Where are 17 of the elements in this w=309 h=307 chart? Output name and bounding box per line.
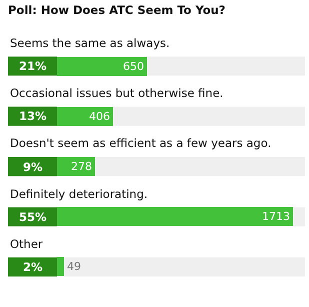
y-tick-label: Definitely deteriorating.	[10, 187, 148, 201]
data-label: 1713	[262, 210, 290, 223]
data-label: 406	[89, 110, 110, 123]
text: 9%	[23, 160, 43, 174]
y-tick-label: Other	[10, 237, 43, 251]
text: 55%	[19, 210, 48, 224]
data-label: 650	[123, 60, 144, 73]
text: 2%	[23, 260, 43, 274]
text: 21%	[19, 59, 48, 73]
y-tick-label: Doesn't seem as efficient as a few years ago.	[10, 136, 272, 150]
data-label: 278	[71, 160, 92, 173]
y-tick-label: Occasional issues but otherwise fine.	[10, 86, 224, 100]
y-tick-label: Seems the same as always.	[10, 36, 170, 50]
bar	[57, 257, 64, 276]
text: 13%	[19, 109, 48, 123]
chart-title: Poll: How Does ATC Seem To You?	[8, 3, 226, 18]
data-label: 49	[67, 260, 82, 273]
